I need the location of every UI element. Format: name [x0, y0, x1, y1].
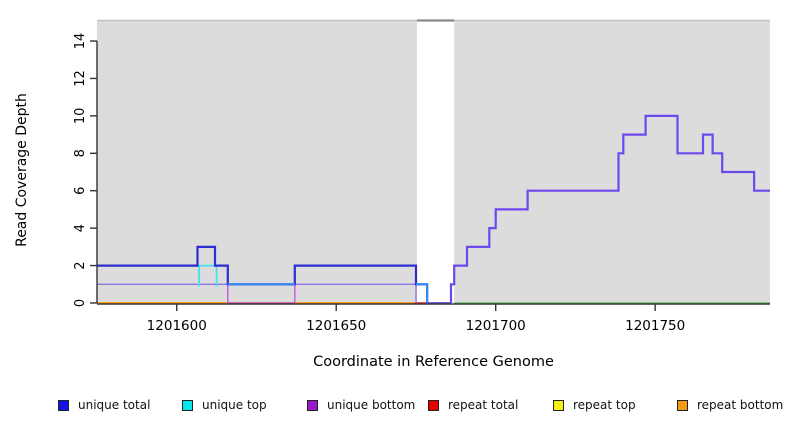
- series-unique-total-right: [449, 114, 770, 303]
- legend: unique total unique top unique bottom repea…: [0, 397, 792, 417]
- legend-item-repeat-top: repeat top: [553, 397, 636, 413]
- legend-swatch-icon: [307, 399, 318, 411]
- legend-item-unique-bottom: unique bottom: [307, 397, 415, 413]
- legend-item-unique-total: unique total: [58, 397, 150, 413]
- x-tick-label: 1201750: [625, 318, 685, 334]
- legend-label: unique total: [78, 398, 151, 412]
- shaded-region: [454, 20, 770, 305]
- y-tick-label: 10: [73, 108, 88, 125]
- x-tick-label: 1201600: [147, 318, 207, 334]
- legend-swatch-icon: [58, 399, 69, 411]
- legend-swatch-icon: [182, 399, 193, 411]
- y-tick-label: 8: [73, 149, 88, 157]
- y-tick-label: 14: [73, 33, 88, 50]
- x-tick-label: 1201650: [306, 318, 366, 334]
- x-axis-title: Coordinate in Reference Genome: [313, 354, 554, 370]
- coverage-chart: 0 2 4 6 8 10 12 14 1201600 1201650 1201700 1201750: [73, 19, 770, 334]
- series-unique-bottom-dip: [227, 284, 296, 304]
- y-tick-label: 0: [73, 299, 88, 307]
- legend-swatch-icon: [428, 399, 439, 411]
- y-tick-label: 2: [73, 261, 88, 269]
- legend-item-repeat-total: repeat total: [428, 397, 518, 413]
- y-tick-label: 6: [73, 187, 88, 195]
- legend-label: repeat total: [448, 398, 519, 412]
- series-unique-total-top-overlap-gap: [416, 283, 429, 303]
- y-tick-label: 12: [73, 70, 88, 87]
- x-tick-label: 1201700: [466, 318, 526, 334]
- legend-label: unique bottom: [327, 398, 416, 412]
- legend-label: unique top: [202, 398, 267, 412]
- y-tick-label: 4: [73, 224, 88, 232]
- series-unique-top-bump: [198, 264, 218, 287]
- y-axis-title: Read Coverage Depth: [14, 93, 30, 247]
- legend-swatch-icon: [677, 399, 688, 411]
- legend-label: repeat bottom: [697, 398, 784, 412]
- shaded-region: [97, 20, 417, 305]
- legend-swatch-icon: [553, 399, 564, 411]
- legend-item-unique-top: unique top: [182, 397, 267, 413]
- legend-label: repeat top: [573, 398, 636, 412]
- legend-item-repeat-bottom: repeat bottom: [677, 397, 783, 413]
